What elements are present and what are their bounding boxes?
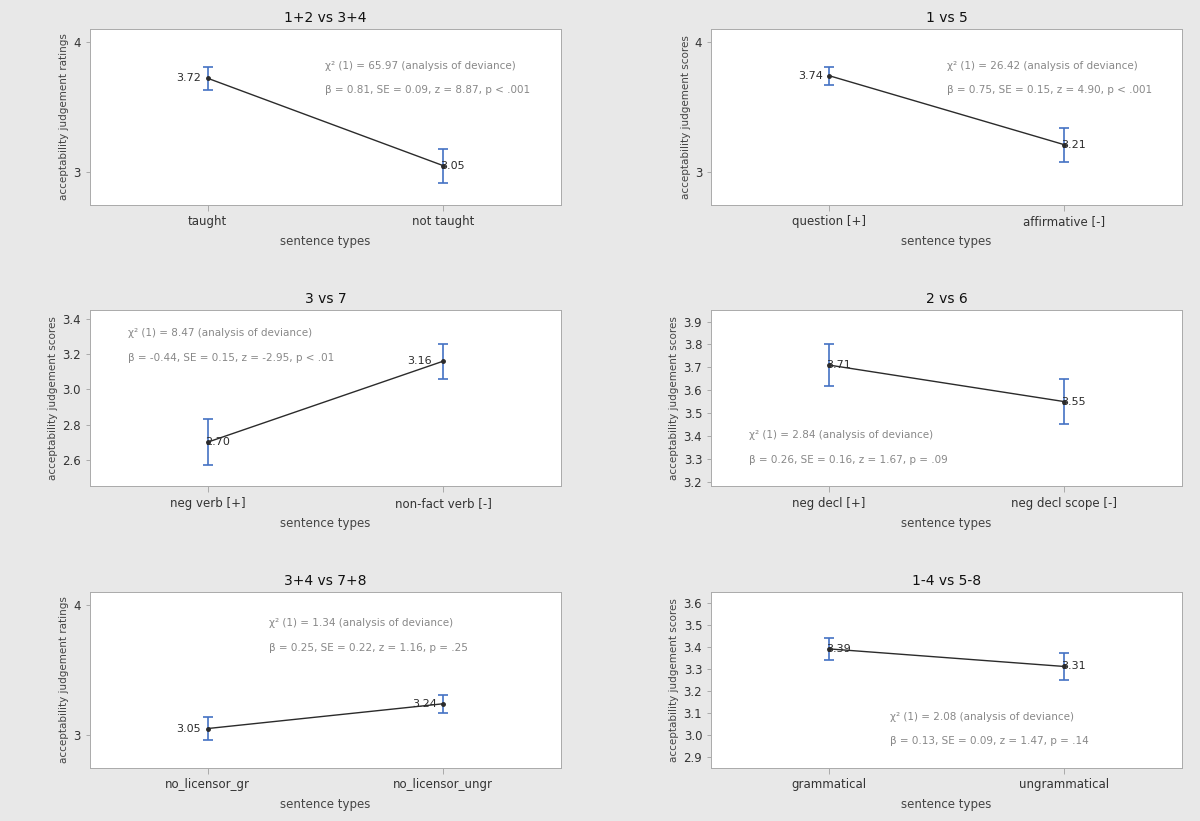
- Y-axis label: acceptability judgement scores: acceptability judgement scores: [680, 34, 691, 199]
- Text: 3.05: 3.05: [440, 161, 464, 171]
- Text: β = 0.13, SE = 0.09, z = 1.47, p = .14: β = 0.13, SE = 0.09, z = 1.47, p = .14: [890, 736, 1088, 746]
- Text: 3.21: 3.21: [1061, 140, 1086, 149]
- Text: 3.31: 3.31: [1062, 662, 1086, 672]
- Text: χ² (1) = 26.42 (analysis of deviance): χ² (1) = 26.42 (analysis of deviance): [947, 61, 1138, 71]
- Title: 2 vs 6: 2 vs 6: [925, 292, 967, 306]
- Text: χ² (1) = 1.34 (analysis of deviance): χ² (1) = 1.34 (analysis of deviance): [269, 618, 452, 628]
- Title: 1+2 vs 3+4: 1+2 vs 3+4: [284, 11, 366, 25]
- Y-axis label: acceptability judgement ratings: acceptability judgement ratings: [59, 596, 70, 763]
- Text: 3.39: 3.39: [826, 644, 851, 654]
- Text: β = 0.25, SE = 0.22, z = 1.16, p = .25: β = 0.25, SE = 0.22, z = 1.16, p = .25: [269, 643, 468, 653]
- Text: χ² (1) = 2.84 (analysis of deviance): χ² (1) = 2.84 (analysis of deviance): [749, 430, 934, 440]
- Text: 2.70: 2.70: [205, 437, 229, 447]
- Text: 3.71: 3.71: [826, 360, 851, 370]
- Text: β = 0.26, SE = 0.16, z = 1.67, p = .09: β = 0.26, SE = 0.16, z = 1.67, p = .09: [749, 455, 948, 465]
- Text: 3.55: 3.55: [1062, 397, 1086, 406]
- X-axis label: sentence types: sentence types: [901, 798, 992, 811]
- Y-axis label: acceptability judgement scores: acceptability judgement scores: [48, 316, 58, 480]
- Text: β = -0.44, SE = 0.15, z = -2.95, p < .01: β = -0.44, SE = 0.15, z = -2.95, p < .01: [127, 353, 334, 363]
- Title: 1 vs 5: 1 vs 5: [925, 11, 967, 25]
- Text: β = 0.75, SE = 0.15, z = 4.90, p < .001: β = 0.75, SE = 0.15, z = 4.90, p < .001: [947, 85, 1152, 95]
- Text: 3.24: 3.24: [412, 699, 437, 709]
- X-axis label: sentence types: sentence types: [280, 235, 371, 248]
- Text: 3.16: 3.16: [407, 356, 432, 366]
- X-axis label: sentence types: sentence types: [901, 516, 992, 530]
- Text: χ² (1) = 8.47 (analysis of deviance): χ² (1) = 8.47 (analysis of deviance): [127, 328, 312, 338]
- Title: 3 vs 7: 3 vs 7: [305, 292, 346, 306]
- Title: 1-4 vs 5-8: 1-4 vs 5-8: [912, 574, 982, 588]
- Text: β = 0.81, SE = 0.09, z = 8.87, p < .001: β = 0.81, SE = 0.09, z = 8.87, p < .001: [325, 85, 530, 95]
- Title: 3+4 vs 7+8: 3+4 vs 7+8: [284, 574, 366, 588]
- Text: 3.05: 3.05: [176, 723, 202, 733]
- X-axis label: sentence types: sentence types: [901, 235, 992, 248]
- Text: 3.72: 3.72: [176, 73, 202, 83]
- X-axis label: sentence types: sentence types: [280, 516, 371, 530]
- Text: χ² (1) = 2.08 (analysis of deviance): χ² (1) = 2.08 (analysis of deviance): [890, 712, 1074, 722]
- Text: χ² (1) = 65.97 (analysis of deviance): χ² (1) = 65.97 (analysis of deviance): [325, 61, 516, 71]
- Text: 3.74: 3.74: [798, 71, 822, 80]
- Y-axis label: acceptability judgement scores: acceptability judgement scores: [670, 598, 679, 762]
- Y-axis label: acceptability judgement scores: acceptability judgement scores: [670, 316, 679, 480]
- Y-axis label: acceptability judgement ratings: acceptability judgement ratings: [59, 34, 70, 200]
- X-axis label: sentence types: sentence types: [280, 798, 371, 811]
